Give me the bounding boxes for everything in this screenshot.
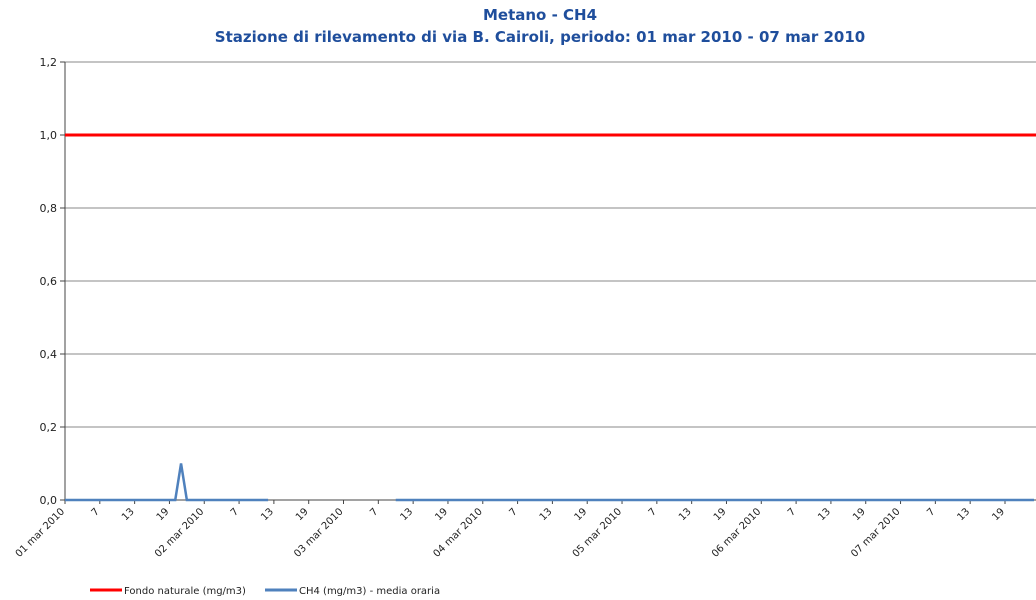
y-tick-label: 0,6 bbox=[40, 275, 58, 288]
x-tick-label: 7 bbox=[925, 506, 937, 518]
y-tick-label: 0,8 bbox=[40, 202, 58, 215]
x-tick-label: 13 bbox=[120, 506, 137, 523]
y-tick-label: 0,0 bbox=[40, 494, 58, 507]
series-line bbox=[65, 463, 269, 502]
x-tick-label: 7 bbox=[90, 506, 102, 518]
y-tick-label: 0,4 bbox=[40, 348, 58, 361]
x-tick-label: 13 bbox=[538, 506, 555, 523]
y-tick-label: 1,0 bbox=[40, 129, 58, 142]
y-tick-label: 0,2 bbox=[40, 421, 58, 434]
x-tick-label: 7 bbox=[507, 506, 519, 518]
chart-title: Metano - CH4 bbox=[483, 6, 597, 24]
x-tick-label: 7 bbox=[368, 506, 380, 518]
x-tick-label: 7 bbox=[786, 506, 798, 518]
x-tick-label: 13 bbox=[677, 506, 694, 523]
chart-subtitle: Stazione di rilevamento di via B. Cairol… bbox=[215, 28, 865, 46]
x-tick-label: 13 bbox=[398, 506, 415, 523]
legend-label: CH4 (mg/m3) - media oraria bbox=[299, 586, 440, 597]
x-tick-label: 13 bbox=[816, 506, 833, 523]
x-tick-label: 01 mar 2010 bbox=[14, 506, 67, 559]
legend-label: Fondo naturale (mg/m3) bbox=[124, 586, 246, 597]
x-tick-label: 13 bbox=[259, 506, 276, 523]
x-tick-label: 19 bbox=[433, 506, 450, 523]
x-tick-label: 13 bbox=[956, 506, 973, 523]
x-tick-label: 19 bbox=[573, 506, 590, 523]
x-tick-label: 19 bbox=[712, 506, 729, 523]
x-tick-label: 7 bbox=[647, 506, 659, 518]
y-tick-label: 1,2 bbox=[40, 56, 58, 69]
x-tick-label: 7 bbox=[229, 506, 241, 518]
x-tick-label: 19 bbox=[990, 506, 1007, 523]
x-tick-label: 19 bbox=[851, 506, 868, 523]
x-tick-label: 19 bbox=[155, 506, 172, 523]
x-tick-label: 19 bbox=[294, 506, 311, 523]
